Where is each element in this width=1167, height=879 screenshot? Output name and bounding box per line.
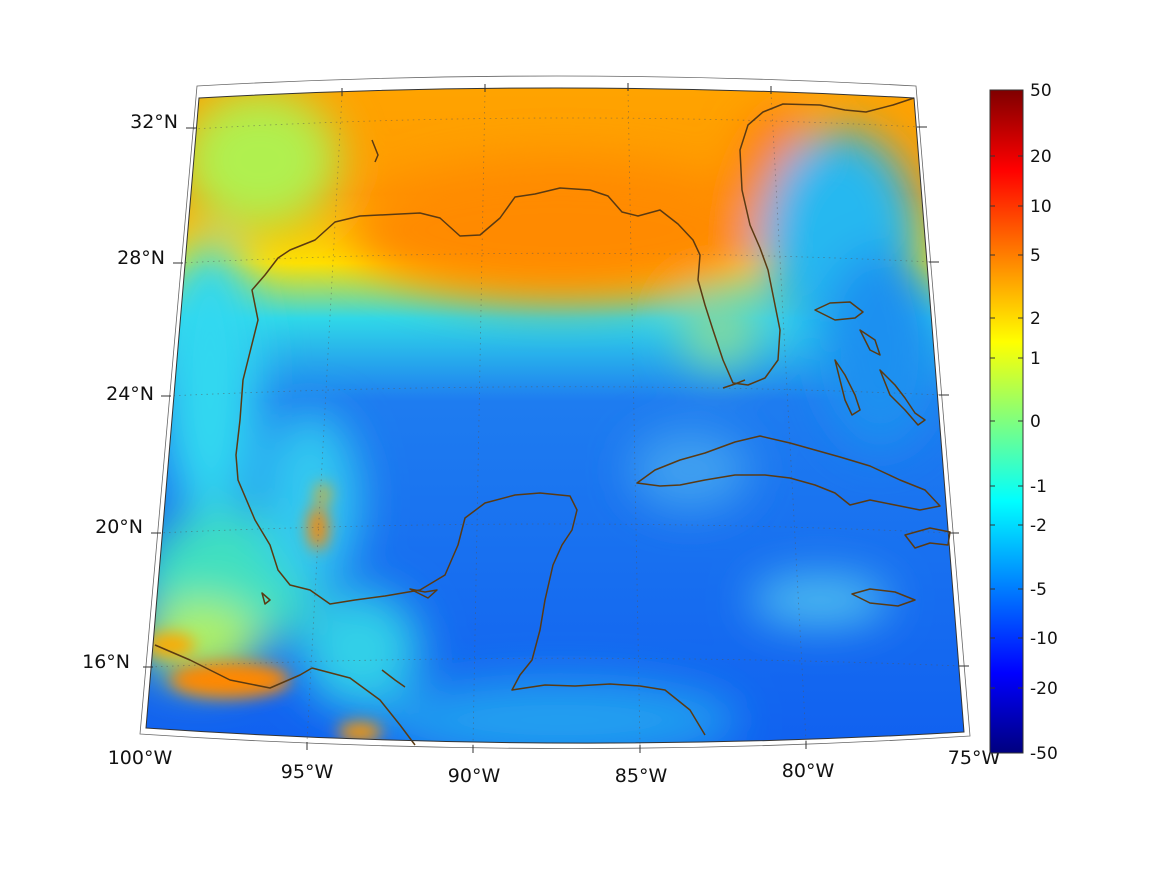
colorbar-tick-label: 1 [1030,349,1041,369]
lon-label: 85°W [615,765,668,787]
colorbar-tick-label: -10 [1030,629,1058,649]
frame-ticks [143,83,969,753]
anomaly-field [146,88,964,744]
lon-label: 95°W [281,761,334,783]
lat-label: 24°N [106,383,154,405]
colorbar-tick-label: 10 [1030,197,1052,217]
lat-label: 28°N [117,247,165,269]
colorbar-gradient [989,89,1024,754]
lon-label: 100°W [108,747,173,769]
longitude-labels: 100°W 95°W 90°W 85°W 80°W 75°W [108,747,1001,787]
colorbar-tick-label: -2 [1030,516,1047,536]
lon-label: 80°W [782,760,835,782]
coastlines [154,97,951,746]
colorbar-tick-label: -20 [1030,679,1058,699]
lon-label: 75°W [948,747,1001,769]
colorbar-tick-label: 0 [1030,412,1041,432]
lat-label: 32°N [130,111,178,133]
colorbar-tick-label: 5 [1030,246,1041,266]
colorbar-tick-label: 20 [1030,147,1052,167]
lon-label: 90°W [448,765,501,787]
colorbar-tick-label: -1 [1030,477,1047,497]
colorbar-tick-label: 50 [1030,81,1052,101]
map-outer-frame [139,75,971,749]
lat-label: 16°N [82,651,130,673]
colorbar-tick-label: -50 [1030,744,1058,764]
graticule [149,88,963,746]
colorbar-tick-label: -5 [1030,580,1047,600]
latitude-labels: 32°N 28°N 24°N 20°N 16°N [82,111,178,673]
map-border [145,87,965,744]
lat-label: 20°N [95,516,143,538]
colorbar-tick-label: 2 [1030,309,1041,329]
